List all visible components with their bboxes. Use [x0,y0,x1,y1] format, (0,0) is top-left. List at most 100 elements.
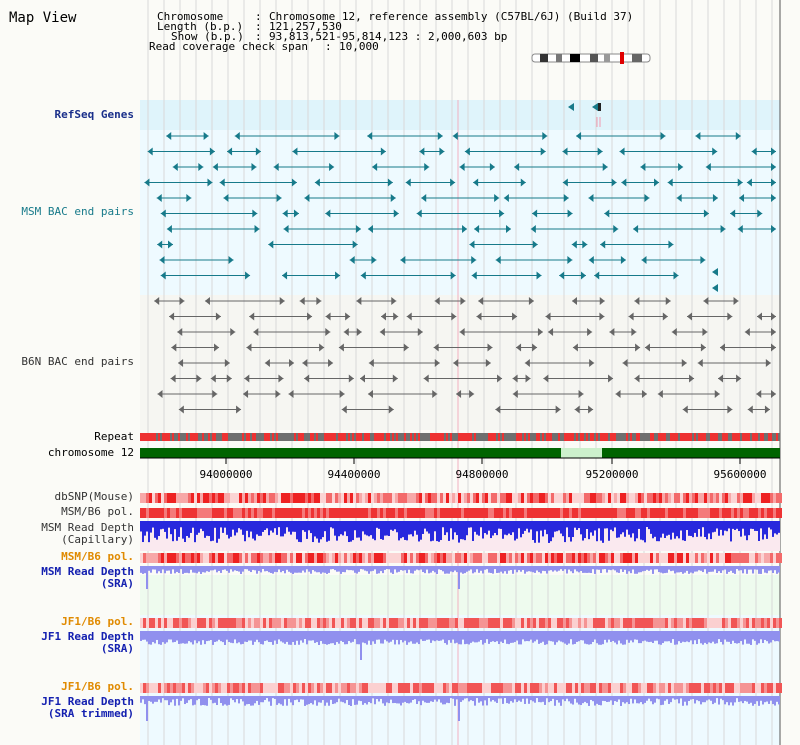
depth-bar [768,631,770,644]
heat-cell [284,493,287,503]
heat-cell [284,508,287,518]
track-label-chromosome[interactable]: chromosome 12 [47,446,134,459]
heat-cell [512,508,515,518]
depth-bar [610,566,612,571]
depth-bar [526,696,528,699]
bac-end [212,390,218,398]
track-label-jf1-depth-trim[interactable]: JF1 Read Depth (SRA trimmed) [41,696,134,720]
depth-bar [244,566,246,570]
track-label-msm-depth-sra[interactable]: MSM Read Depth (SRA) [41,566,134,590]
heat-cell [563,508,566,518]
depth-bar [602,521,604,543]
heat-cell [671,683,674,693]
track-label-refseq[interactable]: RefSeq Genes [54,108,134,121]
depth-bar [184,566,186,573]
depth-bar [284,631,286,644]
depth-bar [472,631,474,642]
track-label-dbsnp[interactable]: dbSNP(Mouse) [54,490,134,503]
depth-bar [488,696,490,699]
depth-bar [186,521,188,537]
refseq-gene [598,103,601,111]
track-label-jf1-b6-pol[interactable]: JF1/B6 pol. [61,615,134,628]
depth-bar [410,566,412,574]
heat-cell [644,508,647,518]
heat-cell [473,493,476,503]
bac-end [719,343,725,352]
heat-cell [584,683,587,693]
repeat-mark [370,433,372,441]
depth-bar [610,696,612,701]
depth-bar [574,566,576,570]
depth-bar [590,521,592,533]
heat-cell [335,508,338,518]
repeat-mark [768,433,770,441]
depth-bar [538,631,540,644]
heat-cell [638,508,641,518]
depth-bar [456,566,458,573]
track-label-msm-b6-pol-2[interactable]: MSM/B6 pol. [61,550,134,563]
depth-bar [452,696,454,699]
heat-cell [179,493,182,503]
heat-cell [278,553,281,563]
depth-bar [450,696,452,699]
track-label-jf1-depth-sra[interactable]: JF1 Read Depth (SRA) [41,631,134,655]
depth-bar [154,631,156,644]
heat-cell [701,553,704,563]
heat-cell [359,493,362,503]
heat-cell [257,493,260,503]
bac-end [196,374,202,383]
depth-bar [180,566,182,570]
bac-end [751,147,757,156]
depth-bar [616,566,618,573]
heat-cell [200,618,203,628]
depth-bar [506,696,508,704]
depth-bar [190,696,192,700]
depth-bar [158,521,160,537]
heat-cell [473,553,476,563]
track-label-jf1-b6-pol-2[interactable]: JF1/B6 pol. [61,680,134,693]
bac-end [628,312,634,321]
track-label-msm-bac[interactable]: MSM BAC end pairs [21,205,134,218]
depth-bar [718,631,720,640]
depth-bar [544,566,546,572]
bac-end [700,256,706,264]
heat-cell [209,508,212,518]
track-label-b6n-bac[interactable]: B6N BAC end pairs [21,355,134,368]
bac-end [703,297,709,305]
depth-bar [522,696,524,699]
heat-cell [734,493,737,503]
depth-bar [646,566,648,570]
depth-bar [500,566,502,572]
bac-end [764,405,770,414]
heat-cell [365,683,368,693]
axis-tick-label: 94000000 [199,468,253,481]
depth-bar [738,521,740,532]
depth-bar [594,696,596,706]
track-label-msm-depth-capillary[interactable]: MSM Read Depth (Capillary) [41,522,134,546]
heat-cell [269,508,272,518]
depth-bar [636,631,638,640]
repeat-mark [762,433,764,441]
depth-bar [688,521,690,536]
depth-bar [406,696,408,704]
bac-end [421,194,427,202]
heat-cell [572,508,575,518]
heat-cell [440,493,443,503]
repeat-mark [344,433,346,441]
depth-bar [360,521,362,541]
depth-bar [712,521,714,533]
heat-cell [230,683,233,693]
depth-bar [634,566,636,574]
depth-bar [568,566,570,570]
depth-bar [648,631,650,643]
depth-bar [558,631,560,641]
heat-cell [776,508,779,518]
bac-end [388,405,394,414]
depth-bar [178,521,180,537]
repeat-mark [384,433,386,441]
depth-bar [534,566,536,573]
track-label-msm-b6-pol[interactable]: MSM/B6 pol. [61,505,134,518]
heat-cell [461,508,464,518]
track-label-repeat[interactable]: Repeat [94,430,134,443]
